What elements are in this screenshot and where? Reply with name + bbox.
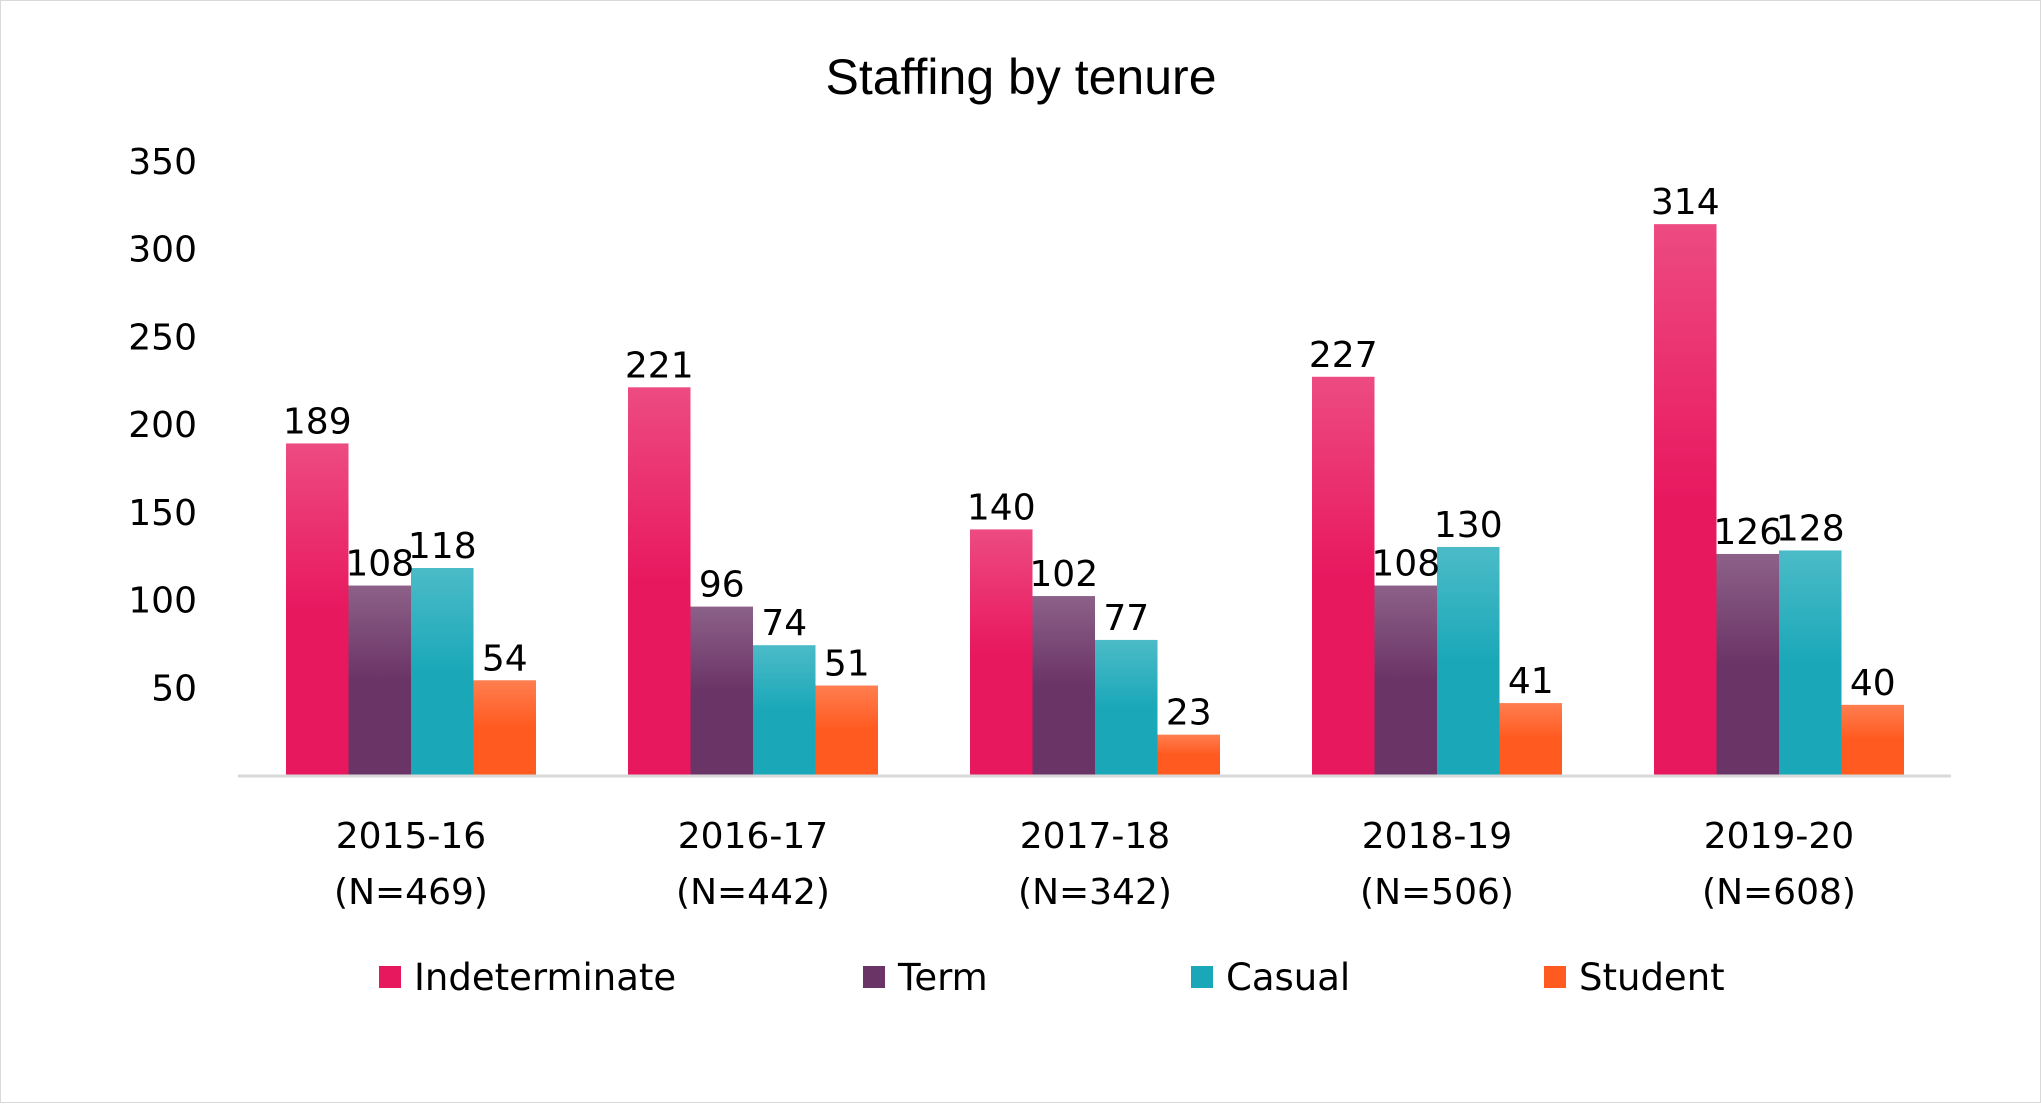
data-labels-group: 1891081185422196745114010277232271081304… — [283, 182, 1896, 733]
x-axis: 2015-16 (N=469) 2016-17 (N=442) 2017-18 (N=34… — [334, 816, 1856, 913]
bars-group — [286, 224, 1904, 775]
legend-swatch-student — [1544, 966, 1566, 988]
bar-casual-2016-17 — [753, 645, 816, 775]
x-tick-sublabel: (N=342) — [1018, 872, 1172, 913]
data-label-student-2015-16: 54 — [482, 638, 528, 679]
data-label-student-2017-18: 23 — [1166, 693, 1212, 734]
bar-casual-2015-16 — [411, 567, 474, 775]
bar-casual-2018-19 — [1437, 546, 1500, 775]
bar-casual-2019-20 — [1779, 550, 1842, 775]
data-label-casual-2015-16: 118 — [408, 526, 477, 567]
bar-student-2019-20 — [1841, 704, 1904, 775]
bar-student-2018-19 — [1499, 703, 1562, 775]
y-tick-label: 50 — [151, 668, 197, 709]
bar-student-2015-16 — [473, 680, 536, 775]
legend-label-term: Term — [897, 956, 988, 999]
legend: Indeterminate Term Casual Student — [379, 956, 1725, 999]
bar-term-2018-19 — [1374, 585, 1437, 775]
y-tick-label: 300 — [128, 230, 197, 271]
x-tick-label: 2019-20 — [1704, 816, 1854, 857]
legend-label-casual: Casual — [1226, 956, 1350, 999]
data-label-casual-2016-17: 74 — [761, 603, 807, 644]
x-tick-sublabel: (N=442) — [676, 872, 830, 913]
y-tick-label: 200 — [128, 405, 197, 446]
legend-swatch-term — [863, 966, 885, 988]
legend-swatch-indeterminate — [379, 966, 401, 988]
x-tick-sublabel: (N=469) — [334, 872, 488, 913]
bar-term-2017-18 — [1032, 596, 1095, 775]
bar-indeterminate-2017-18 — [970, 529, 1033, 775]
y-tick-label: 100 — [128, 581, 197, 622]
data-label-casual-2017-18: 77 — [1103, 598, 1149, 639]
data-label-indeterminate-2018-19: 227 — [1309, 335, 1378, 376]
legend-swatch-casual — [1191, 966, 1213, 988]
bar-indeterminate-2016-17 — [628, 387, 691, 775]
legend-label-indeterminate: Indeterminate — [414, 956, 676, 999]
data-label-casual-2018-19: 130 — [1434, 505, 1503, 546]
y-tick-label: 250 — [128, 317, 197, 358]
legend-label-student: Student — [1579, 956, 1725, 999]
data-label-term-2016-17: 96 — [699, 565, 745, 606]
bar-term-2019-20 — [1716, 553, 1779, 775]
x-tick-label: 2017-18 — [1020, 816, 1170, 857]
bar-term-2016-17 — [690, 606, 753, 775]
data-label-student-2018-19: 41 — [1508, 661, 1554, 702]
bar-indeterminate-2018-19 — [1312, 376, 1375, 775]
data-label-casual-2019-20: 128 — [1776, 508, 1845, 549]
x-tick-sublabel: (N=608) — [1702, 872, 1856, 913]
y-tick-label: 150 — [128, 493, 197, 534]
x-tick-label: 2018-19 — [1362, 816, 1512, 857]
bar-term-2015-16 — [348, 585, 411, 775]
data-label-student-2019-20: 40 — [1850, 663, 1896, 704]
bar-student-2016-17 — [815, 685, 878, 775]
data-label-term-2018-19: 108 — [1371, 544, 1440, 585]
x-tick-label: 2016-17 — [678, 816, 828, 857]
bar-indeterminate-2019-20 — [1654, 224, 1717, 775]
data-label-indeterminate-2015-16: 189 — [283, 401, 352, 442]
data-label-term-2019-20: 126 — [1713, 512, 1782, 553]
data-label-indeterminate-2017-18: 140 — [967, 487, 1036, 528]
data-label-student-2016-17: 51 — [824, 644, 870, 685]
data-label-indeterminate-2016-17: 221 — [625, 345, 694, 386]
x-tick-label: 2015-16 — [336, 816, 486, 857]
chart-title: Staffing by tenure — [825, 49, 1216, 105]
bar-student-2017-18 — [1157, 734, 1220, 775]
y-axis: 50 100 150 200 250 300 350 — [128, 142, 197, 709]
x-tick-sublabel: (N=506) — [1360, 872, 1514, 913]
bar-indeterminate-2015-16 — [286, 443, 349, 775]
data-label-indeterminate-2019-20: 314 — [1651, 182, 1720, 223]
data-label-term-2017-18: 102 — [1029, 554, 1098, 595]
bar-casual-2017-18 — [1095, 639, 1158, 775]
data-label-term-2015-16: 108 — [345, 544, 414, 585]
y-tick-label: 350 — [128, 142, 197, 183]
